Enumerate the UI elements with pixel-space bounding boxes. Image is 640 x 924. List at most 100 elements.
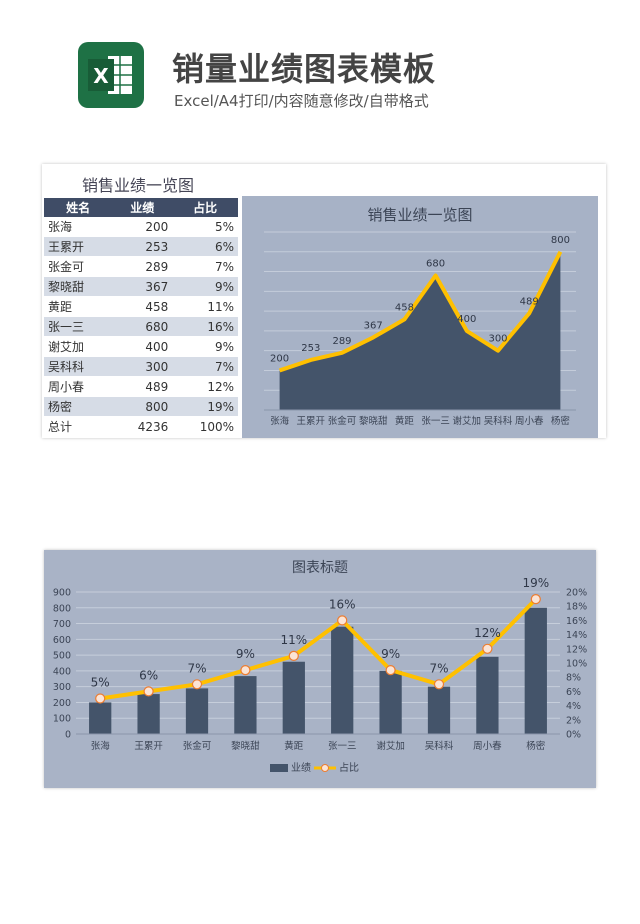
column-header-sales: 业绩	[112, 198, 173, 217]
x-tick-label: 张金可	[183, 740, 212, 752]
share-line	[99, 597, 538, 701]
cell-share: 6%	[172, 236, 238, 257]
y-tick-label: 900	[53, 588, 71, 599]
bar	[524, 607, 547, 734]
table-row: 张金可 289 7%	[44, 256, 238, 277]
cell-name: 张海	[44, 217, 113, 237]
x-tick-label: 杨密	[551, 415, 571, 427]
bar	[137, 694, 160, 734]
y-tick-label: 300	[53, 682, 71, 693]
page-title: 销量业绩图表模板	[172, 50, 437, 88]
x-tick-label: 张一三	[421, 416, 450, 427]
data-label: 367	[364, 320, 383, 331]
table-row: 黎晓甜 367 9%	[44, 276, 238, 297]
cell-name: 谢艾加	[44, 336, 113, 357]
cell-share: 7%	[172, 356, 238, 377]
cell-sales: 800	[112, 396, 173, 417]
cell-share: 100%	[172, 416, 238, 437]
combo-chart: 图表标题 0 100 200 300 400 500 600 700 800 900 0% 2% 4% 6%…	[44, 550, 596, 788]
x-tick-label: 王累开	[134, 741, 163, 752]
x-tick-label: 周小春	[473, 740, 502, 752]
data-label: 9%	[236, 647, 255, 661]
data-label: 289	[332, 336, 351, 347]
bar	[234, 676, 257, 734]
column-header-share: 占比	[172, 198, 238, 217]
table-row: 总计 4236 100%	[44, 416, 238, 437]
table-row: 张海 200 5%	[44, 217, 238, 237]
y-tick-label: 500	[53, 651, 71, 662]
cell-sales: 400	[112, 336, 173, 357]
legend-label: 占比	[339, 761, 359, 774]
y2-tick-label: 2%	[566, 715, 581, 726]
data-label: 9%	[381, 647, 400, 661]
cell-name: 总计	[44, 416, 113, 437]
x-tick-label: 吴科科	[425, 740, 454, 752]
cell-share: 9%	[172, 336, 238, 357]
bar	[379, 670, 402, 734]
data-label: 680	[426, 259, 445, 270]
cell-sales: 253	[112, 236, 173, 257]
page-subtitle: Excel/A4打印/内容随意修改/自带格式	[174, 92, 429, 110]
x-tick-label: 谢艾加	[376, 740, 405, 752]
data-label: 489	[520, 296, 539, 307]
data-label: 5%	[91, 676, 110, 690]
legend-label: 业绩	[291, 761, 311, 774]
cell-name: 黄距	[44, 296, 113, 317]
cell-name: 周小春	[44, 376, 113, 397]
data-label: 7%	[429, 661, 448, 675]
svg-text:X: X	[93, 64, 109, 88]
data-label: 200	[270, 353, 289, 364]
area-chart: 销售业绩一览图 200 253 289 367 458 680 400 300 489 800 张海王…	[242, 196, 598, 438]
y2-tick-label: 4%	[566, 701, 581, 712]
cell-sales: 4236	[112, 416, 173, 437]
cell-name: 吴科科	[44, 356, 113, 377]
y-tick-label: 800	[53, 603, 71, 614]
line-marker	[143, 686, 154, 697]
bar	[89, 702, 112, 734]
x-tick-label: 张一三	[328, 741, 357, 752]
cell-sales: 300	[112, 356, 173, 377]
cell-share: 11%	[172, 296, 238, 317]
y2-tick-label: 0%	[566, 730, 581, 741]
x-tick-label: 张海	[270, 415, 290, 427]
line-marker	[530, 593, 541, 605]
line-marker	[433, 679, 445, 690]
legend-swatch-marker	[321, 764, 329, 772]
area-series	[279, 251, 561, 410]
legend-swatch-bar	[270, 764, 288, 772]
y2-tick-label: 14%	[566, 630, 587, 641]
column-header-name: 姓名	[44, 198, 113, 217]
y2-tick-label: 12%	[566, 644, 587, 655]
table-row: 张一三 680 16%	[44, 316, 238, 337]
line-marker	[191, 679, 203, 690]
x-tick-label: 吴科科	[484, 415, 513, 427]
table-row: 吴科科 300 7%	[44, 356, 238, 377]
bar	[282, 661, 305, 734]
cell-share: 7%	[172, 256, 238, 277]
cell-sales: 458	[112, 296, 173, 317]
bar	[185, 688, 209, 734]
y2-tick-label: 16%	[566, 616, 587, 627]
y-tick-label: 0	[65, 730, 71, 741]
line-marker	[240, 664, 251, 676]
line-marker	[482, 643, 493, 654]
line-marker	[385, 664, 396, 676]
cell-sales: 367	[112, 276, 173, 297]
line-marker	[288, 650, 299, 662]
cell-share: 9%	[172, 276, 238, 297]
x-tick-label: 黎晓甜	[231, 740, 260, 752]
y2-tick-label: 10%	[566, 659, 587, 670]
y-tick-label: 700	[53, 619, 71, 630]
data-label: 6%	[139, 668, 158, 682]
data-label: 12%	[474, 626, 501, 640]
chart-title: 图表标题	[292, 560, 348, 576]
bar	[331, 626, 354, 734]
table-header-row: 姓名 业绩 占比	[44, 198, 238, 217]
cell-share: 19%	[172, 396, 238, 417]
cell-share: 5%	[172, 217, 238, 237]
line-marker	[95, 693, 106, 704]
bar	[476, 656, 499, 734]
cell-name: 杨密	[44, 396, 113, 417]
data-label: 11%	[280, 633, 307, 647]
y2-tick-label: 20%	[566, 588, 587, 599]
